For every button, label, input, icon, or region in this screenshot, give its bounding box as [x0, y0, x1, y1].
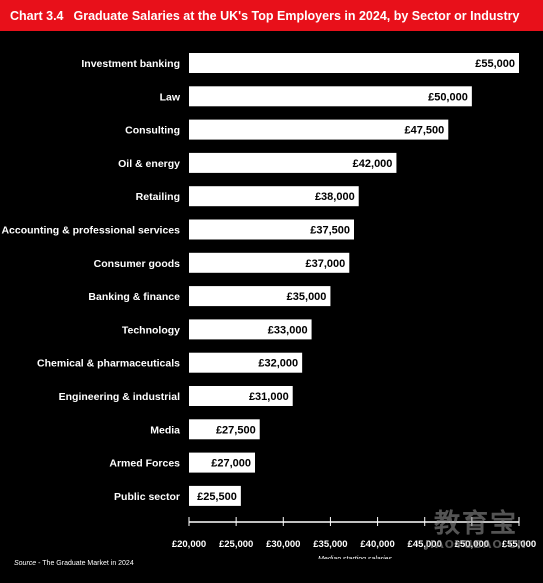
- bar-technology: [189, 319, 312, 340]
- value-label-consumer-goods: £37,000: [306, 258, 346, 270]
- x-tick-label-4: £40,000: [360, 539, 394, 550]
- bar-consumer-goods: [189, 252, 350, 273]
- bar-banking-and-finance: [189, 286, 331, 307]
- x-tick-label-5: £45,000: [408, 539, 442, 550]
- value-label-law: £50,000: [428, 91, 468, 103]
- bar-armed-forces: [189, 452, 255, 473]
- category-label-engineering-and-industrial: Engineering & industrial: [59, 391, 180, 403]
- x-axis-title: Median starting salaries: [318, 556, 392, 559]
- chart-header: Chart 3.4 Graduate Salaries at the UK's …: [0, 0, 543, 31]
- x-tick-label-6: £50,000: [455, 539, 489, 550]
- x-tick-label-7: £55,000: [502, 539, 536, 550]
- source-note: Source - The Graduate Market in 2024: [14, 560, 134, 567]
- chart-title: Graduate Salaries at the UK's Top Employ…: [73, 8, 520, 23]
- value-label-technology: £33,000: [268, 324, 308, 336]
- bar-accounting-and-professional-services: [189, 219, 354, 240]
- bar-investment-banking: [189, 53, 519, 73]
- bar-consulting: [189, 119, 449, 140]
- category-label-technology: Technology: [122, 324, 180, 336]
- category-label-investment-banking: Investment banking: [81, 58, 180, 70]
- value-label-chemical-and-pharmaceuticals: £32,000: [258, 358, 298, 370]
- value-label-oil-and-energy: £42,000: [353, 158, 393, 170]
- x-tick-label-0: £20,000: [172, 539, 206, 550]
- category-label-law: Law: [160, 91, 181, 103]
- category-label-armed-forces: Armed Forces: [109, 458, 180, 470]
- value-label-investment-banking: £55,000: [475, 58, 515, 70]
- x-tick-label-2: £30,000: [266, 539, 300, 550]
- bar-chart: Investment banking £55,000 Law £50,000 Consu…: [1, 53, 536, 559]
- value-label-media: £27,500: [216, 424, 256, 436]
- category-label-media: Media: [150, 424, 180, 436]
- chart-number: Chart 3.4: [10, 8, 64, 23]
- category-label-chemical-and-pharmaceuticals: Chemical & pharmaceuticals: [37, 358, 180, 370]
- bar-chemical-and-pharmaceuticals: [189, 352, 303, 373]
- bar-media: [189, 419, 260, 440]
- value-label-engineering-and-industrial: £31,000: [249, 391, 289, 403]
- value-label-public-sector: £25,500: [197, 491, 237, 503]
- category-label-accounting-and-professional-services: Accounting & professional services: [1, 225, 180, 237]
- category-label-retailing: Retailing: [136, 191, 180, 203]
- source-label: Source: [14, 560, 37, 567]
- value-label-armed-forces: £27,000: [211, 458, 251, 470]
- bar-public-sector: [189, 485, 241, 506]
- value-label-consulting: £47,500: [405, 125, 445, 137]
- category-label-consumer-goods: Consumer goods: [94, 258, 180, 270]
- category-label-oil-and-energy: Oil & energy: [118, 158, 180, 170]
- value-label-banking-and-finance: £35,000: [287, 291, 327, 303]
- value-label-accounting-and-professional-services: £37,500: [310, 225, 350, 237]
- bar-oil-and-energy: [189, 152, 397, 173]
- x-tick-label-3: £35,000: [313, 539, 347, 550]
- category-label-public-sector: Public sector: [114, 491, 180, 503]
- bar-retailing: [189, 186, 359, 207]
- category-label-banking-and-finance: Banking & finance: [88, 291, 180, 303]
- bar-law: [189, 86, 472, 107]
- source-text: - The Graduate Market in 2024: [36, 560, 134, 567]
- value-label-retailing: £38,000: [315, 191, 355, 203]
- bar-engineering-and-industrial: [189, 386, 293, 406]
- category-label-consulting: Consulting: [125, 125, 180, 137]
- x-tick-label-1: £25,000: [219, 539, 253, 550]
